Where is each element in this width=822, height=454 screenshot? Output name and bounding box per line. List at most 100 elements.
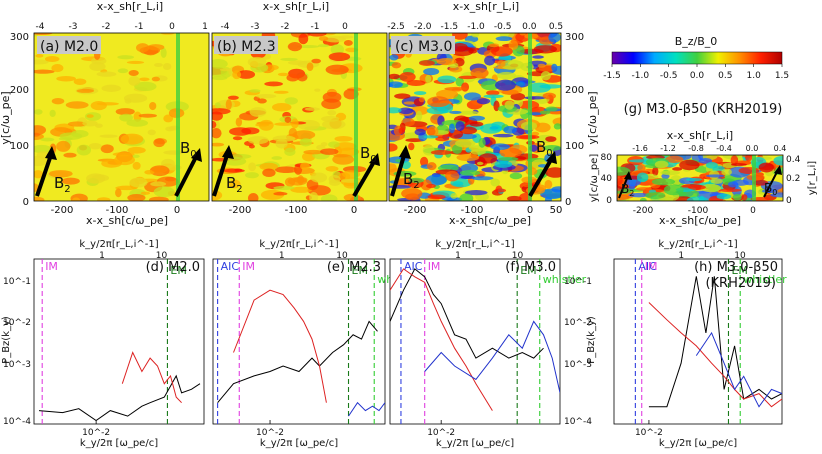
field-blob [58, 137, 73, 141]
field-blob [510, 92, 526, 101]
field-blob [51, 64, 64, 73]
field-blob [86, 114, 94, 118]
xb-tick-m100: -100 [285, 205, 308, 216]
field-blob [56, 140, 71, 152]
vline-label-im: IM [45, 260, 58, 273]
field-blob [338, 35, 354, 39]
top-tick-label: -3 [69, 22, 78, 32]
field-blob [471, 176, 494, 181]
field-blob [126, 60, 145, 64]
field-blob [504, 100, 515, 110]
field-blob [524, 96, 546, 100]
top-tick-label: -2 [281, 22, 290, 32]
field-blob [498, 156, 519, 161]
field-blob [273, 191, 288, 196]
g-top-tick-label: 0.0 [746, 144, 759, 153]
field-blob [458, 75, 477, 80]
field-blob [328, 141, 340, 148]
field-blob [551, 186, 561, 193]
field-blob [672, 167, 683, 171]
field-blob [406, 79, 426, 86]
field-blob [330, 44, 344, 55]
field-blob [40, 137, 55, 142]
field-blob [61, 177, 80, 185]
g-ytick-0: 0 [606, 196, 612, 206]
spectrum-title: (e) M2.3 [327, 260, 381, 275]
field-blob [732, 179, 749, 186]
field-blob [494, 160, 513, 168]
panel-c-label: (c) M3.0 [395, 39, 452, 55]
top-ylabel: y[c/ω_pe] [0, 91, 12, 144]
field-blob [420, 156, 429, 167]
field-blob [139, 77, 150, 82]
field-blob [212, 108, 231, 115]
field-blob [140, 191, 151, 195]
spectrum-panel-2: AIC IM EM whistler(f) M3.0 k_y/2π [ω_pe/c] k_… [389, 239, 587, 449]
field-blob [490, 178, 500, 187]
field-blob [539, 84, 561, 89]
field-blob [132, 161, 141, 170]
top-tick-label: -4 [221, 22, 230, 32]
field-blob [100, 144, 114, 154]
g-xtick-m200: -200 [633, 206, 654, 216]
field-blob [497, 60, 506, 68]
field-blob [478, 153, 498, 164]
field-blob [149, 196, 169, 201]
field-blob [437, 75, 457, 84]
g-top-tick-label: 0.4 [774, 144, 787, 153]
field-blob [389, 54, 399, 61]
field-blob [451, 42, 468, 52]
field-blob [639, 197, 647, 201]
field-blob [117, 55, 135, 60]
field-blob [287, 42, 303, 52]
field-blob [76, 144, 92, 156]
g-ytick-80: 80 [601, 153, 613, 163]
field-blob [306, 62, 314, 72]
x-tick-label: 10^-2 [427, 428, 455, 438]
field-blob [519, 135, 536, 139]
field-blob [271, 156, 283, 160]
field-blob [455, 110, 479, 115]
field-blob [391, 62, 402, 69]
field-blob [394, 93, 411, 99]
g-top-tick-label: -1.2 [660, 144, 676, 153]
field-blob [153, 186, 175, 198]
field-blob [292, 130, 316, 140]
colorbar-tick-label: -0.5 [660, 71, 678, 81]
field-blob [322, 119, 346, 130]
field-blob [492, 133, 514, 138]
field-blob [499, 147, 522, 158]
field-blob [732, 193, 742, 201]
field-blob [389, 73, 400, 80]
field-blob [284, 147, 296, 156]
field-blob [316, 144, 326, 150]
top-tick-label: 0 [342, 22, 348, 32]
g-top-tick-label: -0.4 [716, 144, 732, 153]
field-blob [51, 97, 65, 105]
field-blob [660, 170, 680, 176]
field-blob [464, 189, 488, 196]
field-blob [426, 127, 436, 136]
field-blob [488, 43, 500, 48]
field-blob [128, 69, 139, 76]
field-blob [468, 115, 486, 121]
field-blob [456, 153, 480, 162]
map-panel-b: (b) M2.3 [211, 32, 388, 202]
field-blob [483, 94, 504, 99]
field-blob [164, 176, 176, 182]
field-blob [494, 79, 516, 91]
vline-label-aic: AIC [221, 260, 240, 273]
field-blob [398, 127, 405, 135]
top-tick-label: -2 [102, 22, 111, 32]
shock-front [354, 33, 358, 201]
top-tick-label: 0.0 [522, 22, 537, 32]
field-blob [115, 108, 135, 116]
field-blob [617, 166, 631, 176]
x-tick-label: 10^-2 [82, 428, 110, 438]
y-right-tick-0: 0 [565, 197, 571, 208]
field-blob [314, 88, 321, 92]
top-tick-label: -1 [311, 22, 320, 32]
top-x-axes: -200 -100 0 x-x_sh[c/ω_pe] -200 -100 0 -… [36, 0, 564, 227]
